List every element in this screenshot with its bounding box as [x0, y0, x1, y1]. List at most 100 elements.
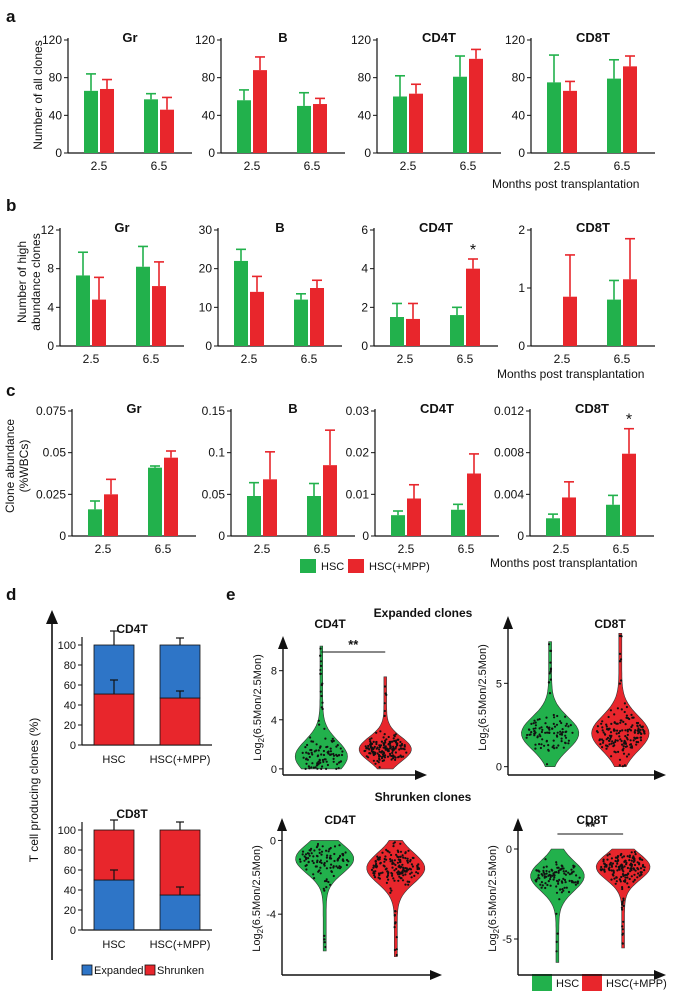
data-point: [565, 870, 568, 873]
data-point: [537, 876, 540, 879]
data-point: [325, 886, 328, 889]
y-tick-label: 0.012: [494, 404, 524, 418]
data-point: [330, 857, 333, 860]
violin-chart-expanded-cd8t: Log2(6.5Mon/2.5Mon) 0 5 CD8T: [477, 616, 666, 780]
data-point: [326, 854, 329, 857]
data-point: [305, 858, 308, 861]
data-point: [538, 727, 541, 730]
x-tick-label: 6.5: [301, 352, 318, 366]
data-point: [323, 889, 326, 892]
data-point: [616, 862, 619, 865]
data-point: [608, 863, 611, 866]
data-point: [545, 872, 548, 875]
data-point: [630, 865, 633, 868]
data-point: [559, 888, 562, 891]
data-point: [555, 746, 558, 749]
data-point: [623, 710, 626, 714]
panel-label-d: d: [6, 585, 16, 604]
hsc-bar: [546, 518, 560, 536]
data-point: [632, 739, 635, 742]
data-point: [305, 758, 308, 761]
data-point: [567, 725, 570, 728]
data-point: [325, 856, 328, 859]
data-point: [344, 851, 347, 854]
data-point: [318, 848, 321, 851]
y-tick-label: 2: [361, 300, 368, 314]
mpp-bar: [469, 58, 483, 154]
data-point: [304, 864, 307, 868]
data-point: [331, 737, 334, 740]
data-point: [563, 886, 566, 889]
data-point: [315, 846, 318, 849]
data-point: [304, 853, 308, 856]
data-point: [534, 727, 537, 730]
data-point: [610, 722, 613, 726]
y-tick-label: 0: [59, 529, 66, 543]
data-point: [639, 871, 643, 874]
hsc-violin: [521, 641, 580, 767]
data-point: [372, 740, 375, 744]
data-point: [378, 750, 381, 753]
data-point: [415, 871, 418, 874]
data-point: [316, 767, 319, 770]
data-point: [624, 729, 627, 732]
data-point: [602, 739, 605, 743]
data-point: [395, 745, 398, 748]
data-point: [316, 861, 319, 864]
chart-title: CD4T: [314, 617, 346, 631]
data-point: [598, 739, 601, 742]
data-point: [326, 751, 329, 754]
data-point: [532, 722, 535, 725]
data-point: [392, 877, 395, 880]
data-point: [619, 658, 623, 661]
chart-title: B: [278, 30, 287, 45]
data-point: [367, 744, 370, 748]
data-point: [304, 767, 307, 771]
data-point: [525, 736, 528, 739]
y-tick-label: 0: [518, 339, 525, 353]
data-point: [372, 870, 375, 873]
data-point: [383, 702, 386, 705]
data-point: [411, 865, 414, 868]
data-point: [556, 731, 559, 734]
data-point: [607, 715, 610, 719]
data-point: [339, 747, 342, 750]
bar-chart-a-gr: 0 40 80 120 Gr 2.5 6.5: [42, 30, 192, 173]
bar-chart-a-cd8t: 0 40 80 120 CD8T 2.5 6.5: [505, 30, 655, 173]
data-point: [544, 731, 547, 734]
data-point: [378, 766, 381, 769]
violin-dots: [298, 842, 350, 949]
data-point: [341, 750, 344, 753]
data-point: [325, 746, 328, 749]
data-point: [527, 728, 531, 731]
data-point: [317, 749, 320, 752]
row-c-xnote: Months post transplantation: [490, 556, 637, 570]
data-point: [302, 756, 305, 759]
y-axis-arrowhead: [503, 616, 513, 629]
data-point: [332, 752, 335, 756]
data-point: [564, 881, 567, 884]
data-point: [399, 855, 402, 858]
data-point: [396, 744, 399, 747]
data-point: [635, 721, 639, 725]
data-point: [605, 725, 608, 728]
data-point: [390, 853, 393, 857]
data-point: [389, 740, 392, 744]
x-axis-arrowhead: [654, 970, 666, 980]
data-point: [397, 873, 400, 876]
data-point: [632, 855, 635, 858]
data-point: [387, 878, 390, 881]
data-point: [364, 745, 367, 748]
bar-chart-c-cd8t: 0 0.004 0.008 0.012 CD8T 2.5 6.5 *: [494, 401, 654, 556]
data-point: [616, 722, 619, 725]
data-point: [603, 870, 606, 873]
data-point: [618, 868, 621, 871]
data-point: [393, 948, 396, 952]
data-point: [375, 747, 378, 750]
data-point: [298, 858, 302, 861]
data-point: [544, 722, 547, 725]
mpp-bar: [250, 291, 264, 346]
data-point: [532, 727, 535, 730]
data-point: [314, 865, 317, 868]
